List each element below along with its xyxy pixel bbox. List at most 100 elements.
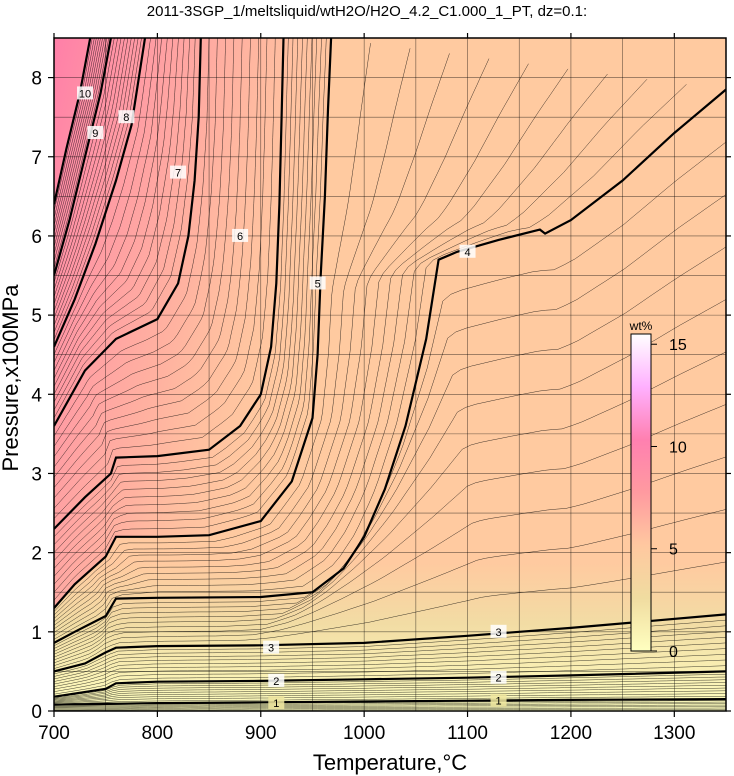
minor-contour-line [54, 38, 93, 212]
plot-frame [53, 37, 727, 712]
minor-contour-line [54, 38, 289, 537]
minor-contour-line [54, 38, 226, 457]
plot-area: 1 1 2 2 3 3 4 5 6 7 8 9 10 [54, 38, 726, 711]
minor-contour-line [54, 38, 97, 226]
minor-contour-line [54, 456, 726, 664]
contour-label: 6 [237, 231, 243, 243]
minor-contour-line [54, 673, 726, 698]
y-tick-label: 5 [31, 306, 42, 327]
minor-contour-line [54, 648, 726, 687]
chart-title: 2011-3SGP_1/meltsliquid/wtH2O/H2O_4.2_C1… [147, 3, 587, 20]
x-tick-label: 1300 [653, 723, 695, 744]
minor-contour-line [54, 38, 103, 248]
minor-contour-line [54, 38, 235, 468]
minor-contour-line [54, 509, 726, 666]
minor-contour-line [54, 561, 726, 669]
minor-contour-line [54, 38, 132, 319]
minor-contour-line [54, 38, 129, 312]
y-axis-ticks: 0 1 2 3 4 5 6 7 8 [31, 69, 731, 723]
minor-contour-line [54, 703, 726, 708]
minor-contour-line [54, 38, 322, 593]
minor-contour-line [54, 38, 174, 387]
minor-contour-line [54, 631, 726, 680]
contour-line-2 [54, 670, 726, 698]
contour-label-bg [77, 86, 94, 100]
minor-contour-line [54, 299, 726, 655]
minor-contour-line [54, 63, 529, 626]
minor-contour-line [54, 679, 726, 700]
x-tick-label: 900 [245, 723, 277, 744]
colorbar-tick-label: 0 [669, 644, 678, 661]
minor-contour-line [54, 246, 726, 652]
contour-labels: 1 1 2 2 3 3 4 5 6 7 8 9 10 [77, 86, 507, 710]
minor-contour-line [54, 38, 268, 509]
minor-contour-line [54, 58, 490, 623]
minor-contour-line [54, 706, 726, 709]
y-tick-label: 7 [31, 148, 42, 169]
minor-contour-line [54, 38, 168, 379]
y-tick-label: 0 [31, 702, 42, 723]
colorbar-ticks: 0 5 10 15 [651, 337, 687, 661]
minor-contours [54, 38, 726, 711]
contour-label-bg [268, 673, 285, 687]
colorbar-tick-label: 15 [669, 337, 687, 354]
minor-contour-line [54, 38, 259, 499]
contour-label-bg [87, 126, 104, 140]
contour-label: 1 [273, 698, 279, 710]
minor-contour-line [54, 38, 243, 478]
minor-contour-line [54, 38, 157, 363]
minor-contour-line [54, 619, 726, 675]
minor-contour-line [54, 351, 726, 658]
contour-label: 2 [273, 676, 279, 688]
contour-line-3 [54, 613, 726, 673]
contour-label-bg [118, 110, 135, 124]
colorbar-scale [630, 333, 652, 652]
minor-contour-line [54, 707, 726, 710]
minor-contour-line [54, 38, 125, 305]
minor-contour-line [54, 38, 299, 553]
minor-contour-line [54, 38, 142, 340]
minor-contour-line [54, 38, 95, 219]
contour-line-6 [54, 38, 285, 530]
contour-label: 9 [92, 128, 98, 140]
minor-contour-line [54, 38, 251, 488]
minor-contour-line [54, 687, 726, 702]
minor-contour-line [54, 38, 190, 411]
minor-contour-line [54, 38, 162, 371]
contour-label: 7 [175, 168, 181, 180]
minor-contour-line [54, 665, 726, 695]
x-axis-label: Temperature,°C [313, 750, 467, 775]
grid-lines [54, 38, 726, 711]
minor-contour-line [54, 38, 179, 395]
minor-contour-line [54, 38, 313, 577]
minor-contour-line [54, 38, 210, 437]
minor-contour-line [54, 38, 110, 269]
y-axis-label: Pressure,x100MPa [0, 284, 23, 472]
y-tick-label: 8 [31, 69, 42, 90]
minor-contour-line [54, 696, 726, 705]
y-tick-label: 1 [31, 623, 42, 644]
minor-contour-line [54, 676, 726, 699]
x-axis-ticks: 700 800 900 1000 1100 1200 1300 [38, 33, 695, 744]
minor-contour-line [54, 38, 107, 262]
minor-contour-line [54, 642, 726, 685]
contour-label: 1 [495, 696, 501, 708]
minor-contour-line [54, 704, 726, 709]
contour-label-bg [490, 670, 507, 684]
colorbar: wt% 0 5 10 15 [629, 319, 687, 661]
minor-contour-line [54, 79, 648, 637]
y-tick-label: 4 [31, 385, 42, 406]
contour-label: 2 [495, 673, 501, 685]
contour-label-bg [459, 244, 476, 258]
minor-contour-line [54, 38, 151, 355]
minor-contour-line [54, 685, 726, 701]
minor-contour-line [54, 38, 196, 419]
minor-contour-line [54, 38, 122, 297]
minor-contour-line [54, 68, 569, 630]
y-tick-label: 3 [31, 464, 42, 485]
minor-contour-line [54, 38, 105, 255]
contour-label: 3 [268, 643, 274, 655]
minor-contour-line [54, 38, 115, 283]
minor-contour-line [54, 38, 118, 290]
